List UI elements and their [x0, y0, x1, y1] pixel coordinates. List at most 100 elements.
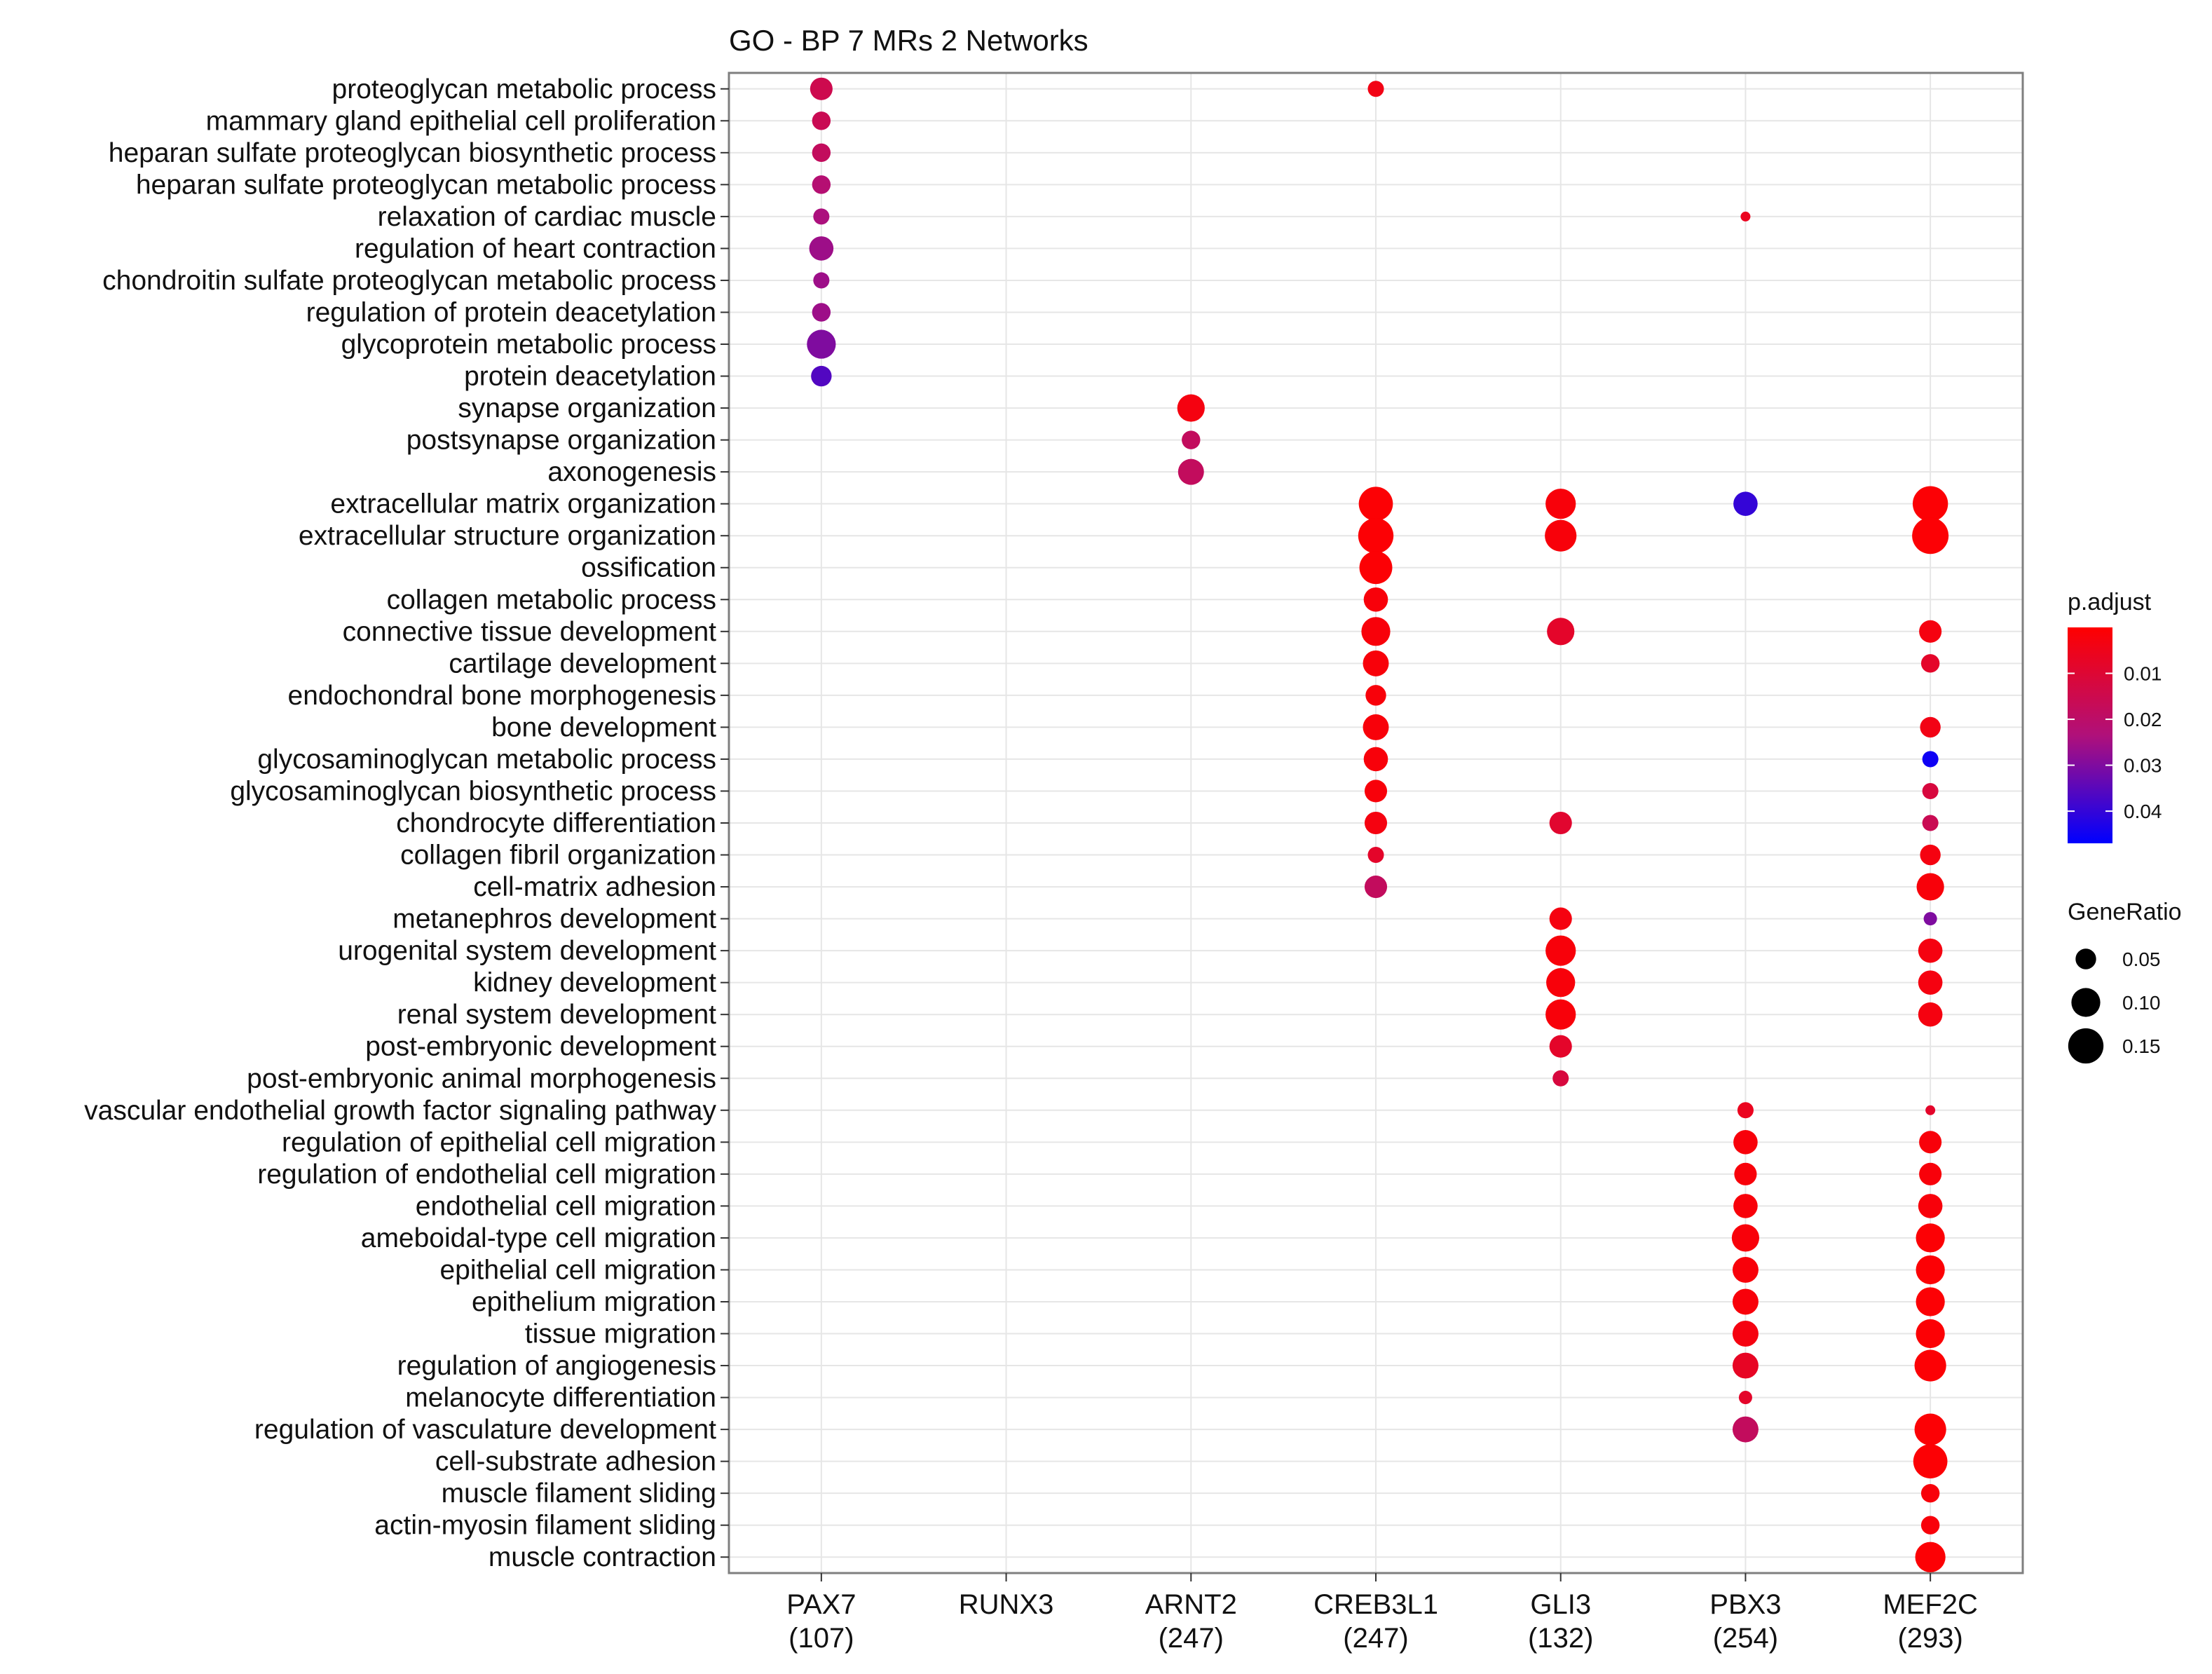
dot-mef2c-chondrocyte-differentiation	[1922, 815, 1939, 831]
dot-mef2c-muscle-filament-sliding	[1920, 1483, 1940, 1503]
chart-title: GO - BP 7 MRs 2 Networks	[729, 24, 1088, 57]
dot-mef2c-urogenital-system-development	[1918, 938, 1943, 963]
dot-creb3l1-extracellular-structure-organization	[1358, 518, 1394, 554]
y-label-muscle-contraction: muscle contraction	[489, 1542, 716, 1572]
dot-pbx3-tissue-migration	[1732, 1321, 1759, 1347]
y-label-relaxation-of-cardiac-muscle: relaxation of cardiac muscle	[378, 202, 716, 232]
color-legend-label: 0.03	[2124, 755, 2162, 777]
x-label-creb3l1: CREB3L1	[1313, 1589, 1438, 1620]
y-label-collagen-fibril-organization: collagen fibril organization	[400, 841, 716, 871]
dot-pbx3-regulation-of-epithelial-cell-migration	[1733, 1130, 1758, 1155]
dot-pbx3-vascular-endothelial-growth-factor-signaling-pathway	[1737, 1102, 1754, 1119]
dot-pbx3-melanocyte-differentiation	[1738, 1391, 1752, 1405]
size-legend: GeneRatio 0.05 0.10 0.15	[2068, 899, 2182, 1064]
dot-creb3l1-glycosaminoglycan-biosynthetic-process	[1364, 780, 1388, 803]
y-label-tissue-migration: tissue migration	[525, 1319, 716, 1349]
y-label-melanocyte-differentiation: melanocyte differentiation	[405, 1383, 716, 1413]
dot-pbx3-regulation-of-vasculature-development	[1732, 1416, 1759, 1443]
y-label-vascular-endothelial-growth-factor-signaling-pathway: vascular endothelial growth factor signa…	[84, 1096, 716, 1126]
y-label-cell-substrate-adhesion: cell-substrate adhesion	[435, 1447, 716, 1477]
dot-creb3l1-cartilage-development	[1363, 650, 1389, 676]
y-label-chondroitin-sulfate-proteoglycan-metabolic-process: chondroitin sulfate proteoglycan metabol…	[102, 266, 716, 296]
dot-gli3-urogenital-system-development	[1545, 935, 1576, 966]
y-label-cell-matrix-adhesion: cell-matrix adhesion	[473, 872, 716, 902]
size-legend-dot	[2071, 988, 2101, 1017]
size-legend-label: 0.15	[2122, 1035, 2161, 1057]
color-legend-bar	[2068, 627, 2112, 843]
dot-mef2c-connective-tissue-development	[1919, 620, 1942, 643]
dot-mef2c-renal-system-development	[1918, 1002, 1943, 1027]
y-label-heparan-sulfate-proteoglycan-metabolic-process: heparan sulfate proteoglycan metabolic p…	[136, 170, 716, 200]
x-label-mef2c: MEF2C	[1883, 1589, 1978, 1620]
dot-mef2c-extracellular-matrix-organization	[1912, 486, 1948, 522]
dot-mef2c-regulation-of-epithelial-cell-migration	[1919, 1131, 1942, 1154]
y-label-metanephros-development: metanephros development	[392, 904, 716, 934]
x-label-pbx3: PBX3	[1709, 1589, 1781, 1620]
dot-arnt2-axonogenesis	[1177, 458, 1204, 485]
y-label-connective-tissue-development: connective tissue development	[343, 617, 716, 647]
y-label-cartilage-development: cartilage development	[449, 648, 716, 679]
dot-pbx3-relaxation-of-cardiac-muscle	[1740, 211, 1751, 222]
dot-gli3-extracellular-matrix-organization	[1545, 489, 1576, 519]
y-label-ossification: ossification	[581, 553, 716, 583]
x-label-runx3: RUNX3	[959, 1589, 1054, 1620]
dot-mef2c-regulation-of-endothelial-cell-migration	[1919, 1162, 1942, 1185]
y-label-actin-myosin-filament-sliding: actin-myosin filament sliding	[374, 1511, 716, 1541]
y-label-extracellular-matrix-organization: extracellular matrix organization	[330, 489, 716, 519]
dot-pbx3-regulation-of-angiogenesis	[1732, 1352, 1759, 1379]
y-label-collagen-metabolic-process: collagen metabolic process	[387, 585, 716, 615]
y-label-bone-development: bone development	[491, 712, 716, 742]
dot-pax7-heparan-sulfate-proteoglycan-biosynthetic-process	[812, 143, 831, 163]
dot-creb3l1-chondrocyte-differentiation	[1364, 811, 1388, 835]
dot-mef2c-vascular-endothelial-growth-factor-signaling-pathway	[1925, 1105, 1936, 1115]
dot-mef2c-extracellular-structure-organization	[1912, 517, 1949, 554]
y-label-extracellular-structure-organization: extracellular structure organization	[299, 521, 716, 551]
y-label-regulation-of-vasculature-development: regulation of vasculature development	[254, 1415, 716, 1445]
y-label-heparan-sulfate-proteoglycan-biosynthetic-process: heparan sulfate proteoglycan biosyntheti…	[109, 138, 716, 168]
dot-mef2c-glycosaminoglycan-metabolic-process	[1922, 751, 1939, 768]
dot-creb3l1-endochondral-bone-morphogenesis	[1365, 685, 1386, 706]
size-legend-label: 0.10	[2122, 992, 2161, 1014]
y-label-regulation-of-epithelial-cell-migration: regulation of epithelial cell migration	[282, 1127, 716, 1157]
y-label-chondrocyte-differentiation: chondrocyte differentiation	[396, 808, 716, 838]
x-count-pax7: (107)	[788, 1623, 854, 1654]
x-label-pax7: PAX7	[786, 1589, 856, 1620]
dot-mef2c-cell-substrate-adhesion	[1913, 1444, 1948, 1478]
dot-mef2c-cell-matrix-adhesion	[1916, 873, 1944, 901]
color-legend-label: 0.04	[2124, 801, 2162, 822]
y-label-ameboidal-type-cell-migration: ameboidal-type cell migration	[361, 1223, 716, 1253]
y-label-muscle-filament-sliding: muscle filament sliding	[442, 1478, 716, 1509]
dot-pax7-regulation-of-protein-deacetylation	[812, 303, 831, 322]
y-label-kidney-development: kidney development	[473, 968, 716, 998]
dot-pbx3-ameboidal-type-cell-migration	[1731, 1224, 1760, 1252]
size-legend-dot	[2068, 1028, 2104, 1064]
y-label-glycosaminoglycan-metabolic-process: glycosaminoglycan metabolic process	[257, 744, 716, 775]
x-label-arnt2: ARNT2	[1145, 1589, 1237, 1620]
dot-pax7-mammary-gland-epithelial-cell-proliferation	[812, 111, 831, 130]
x-count-gli3: (132)	[1528, 1623, 1593, 1654]
dot-pax7-regulation-of-heart-contraction	[809, 236, 834, 261]
dot-creb3l1-bone-development	[1363, 714, 1389, 740]
size-legend-dot	[2075, 948, 2096, 969]
x-count-pbx3: (254)	[1713, 1623, 1778, 1654]
dot-mef2c-kidney-development	[1918, 970, 1943, 995]
dot-creb3l1-glycosaminoglycan-metabolic-process	[1363, 747, 1388, 772]
y-label-regulation-of-protein-deacetylation: regulation of protein deacetylation	[306, 297, 716, 327]
dot-mef2c-regulation-of-vasculature-development	[1914, 1413, 1946, 1445]
dot-mef2c-cartilage-development	[1920, 654, 1940, 673]
dot-pbx3-endothelial-cell-migration	[1733, 1194, 1758, 1218]
dot-pax7-glycoprotein-metabolic-process	[807, 329, 836, 359]
x-count-arnt2: (247)	[1159, 1623, 1224, 1654]
y-label-renal-system-development: renal system development	[397, 1000, 716, 1030]
dot-pax7-relaxation-of-cardiac-muscle	[813, 208, 830, 225]
dot-gli3-connective-tissue-development	[1547, 618, 1575, 646]
x-count-mef2c: (293)	[1897, 1623, 1962, 1654]
dot-gli3-extracellular-structure-organization	[1545, 519, 1577, 552]
dot-creb3l1-connective-tissue-development	[1361, 617, 1391, 646]
dot-pbx3-regulation-of-endothelial-cell-migration	[1734, 1162, 1757, 1185]
dot-creb3l1-collagen-fibril-organization	[1367, 847, 1384, 864]
y-label-protein-deacetylation: protein deacetylation	[464, 362, 716, 392]
dot-creb3l1-collagen-metabolic-process	[1363, 587, 1388, 612]
